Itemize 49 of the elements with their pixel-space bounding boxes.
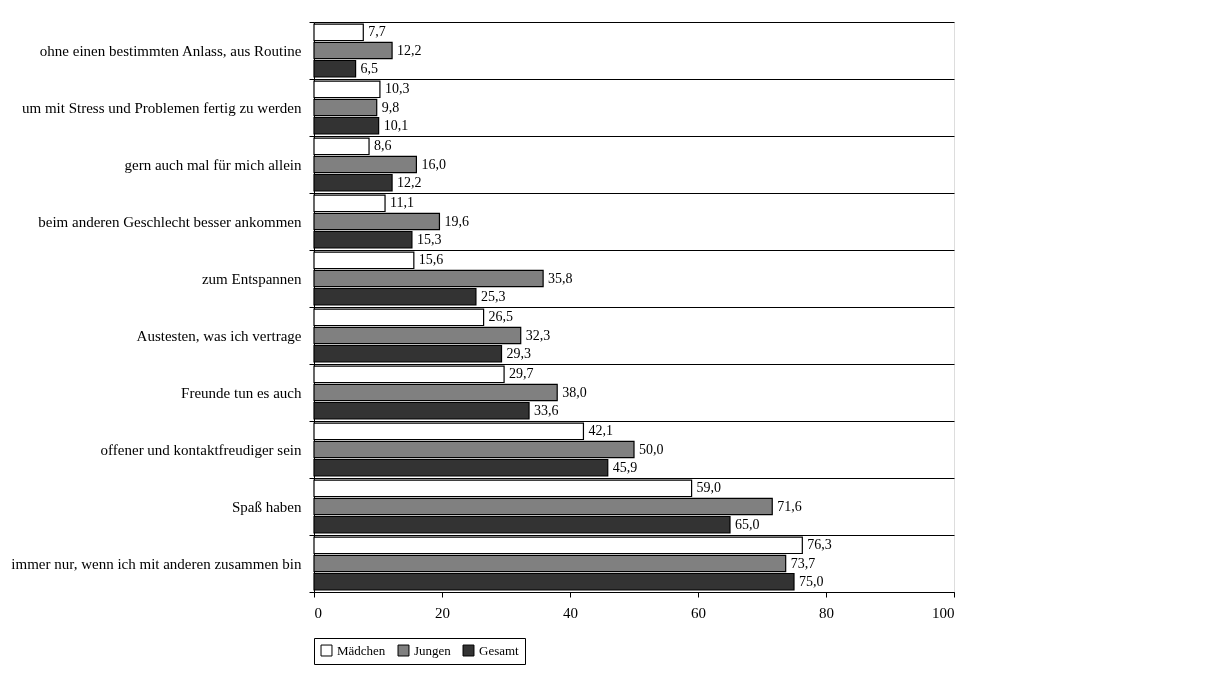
text: 9,8 [381,99,400,115]
text: 15,3 [416,231,442,247]
text: 7,7 [368,24,386,40]
text: 65,0 [735,516,760,532]
y-tick-label: zum Entspannen [201,271,302,287]
text: 10,3 [384,81,410,97]
text: 16,0 [421,156,446,172]
legend-label: Jungen [414,642,452,658]
y-tick-label: Freunde tun es auch [181,385,302,401]
text: 75,0 [799,573,824,589]
text: 59,0 [696,480,722,496]
text: 35,8 [548,270,573,286]
text: 33,6 [534,402,559,418]
text: 19,6 [444,213,469,229]
text: 73,7 [790,555,816,571]
text: 25,3 [480,288,506,304]
legend-label: Mädchen [337,642,386,658]
text: 29,7 [509,366,534,382]
text: 8,6 [374,138,392,154]
x-tick-label: 40 [563,604,578,621]
y-tick-label: immer nur, wenn ich mit anderen zusammen bin [11,556,302,572]
y-tick-label: Austesten, was ich vertrage [136,328,302,344]
y-tick-label: offener und kontaktfreudiger sein [100,442,302,458]
legend-label: Gesamt [479,642,520,658]
text: 42,1 [588,423,613,439]
text: 10,1 [383,117,409,133]
text: 15,6 [418,252,444,268]
y-tick-label: gern auch mal für mich allein [124,157,302,173]
text: 6,5 [360,60,379,76]
x-tick-label: 0 [314,604,322,621]
y-tick-label: ohne einen bestimmten Anlass, aus Routine [39,43,302,59]
text: 32,3 [525,327,551,343]
x-tick-label: 20 [435,604,450,621]
text: 12,2 [397,174,422,190]
text: 71,6 [777,498,802,514]
y-tick-label: um mit Stress und Problemen fertig zu werden [21,100,302,116]
text: 26,5 [488,309,514,325]
text: 76,3 [807,537,832,553]
x-tick-label: 80 [819,604,834,621]
y-tick-label: Spaß haben [231,499,302,515]
text: 38,0 [562,384,587,400]
text: 50,0 [639,441,664,457]
x-tick-label: 60 [691,604,706,621]
x-tick-label: 100 [932,604,955,621]
text: 11,1 [390,195,415,211]
text: 45,9 [612,459,638,475]
y-tick-label: beim anderen Geschlecht besser ankommen [38,214,302,230]
text: 12,2 [397,42,422,58]
text: 29,3 [506,345,532,361]
